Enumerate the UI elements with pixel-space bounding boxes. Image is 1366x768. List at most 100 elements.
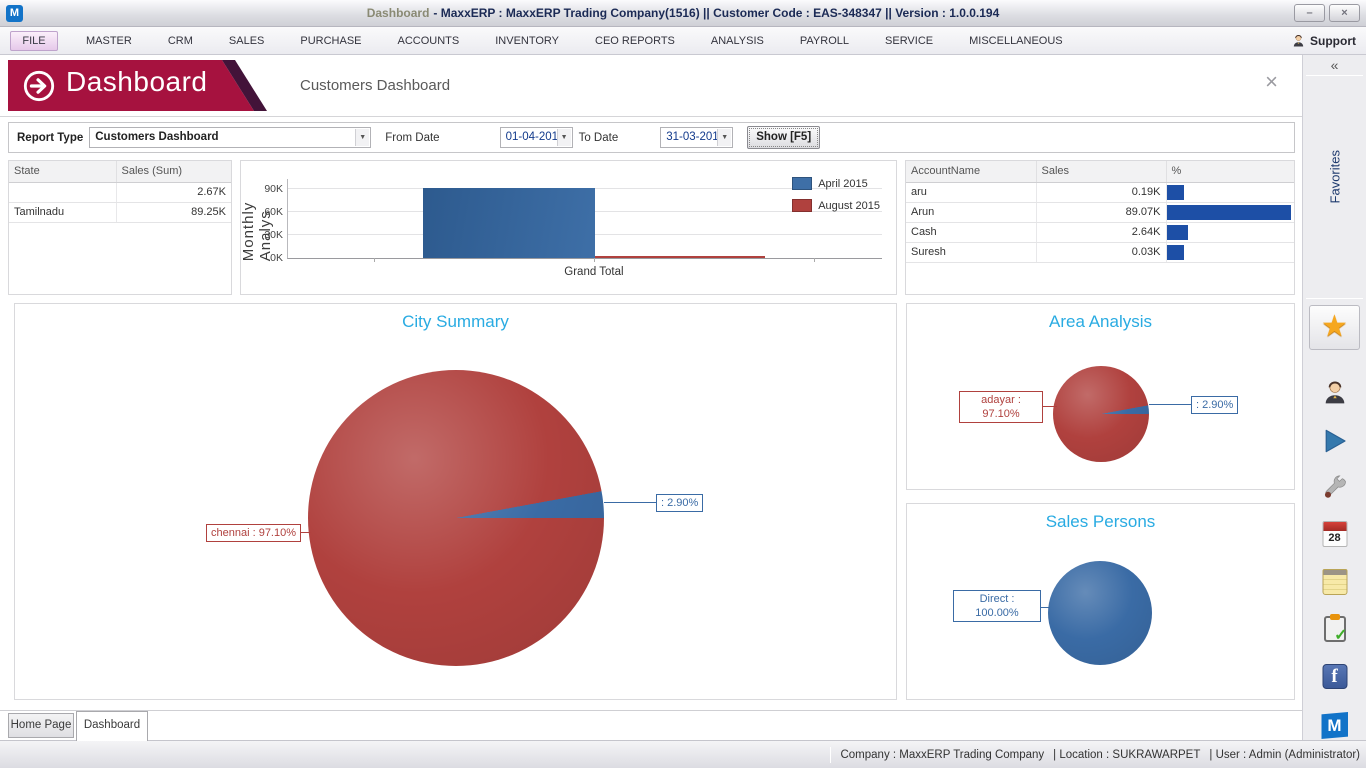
page-title: Dashboard	[66, 66, 208, 97]
y-tick-label: 30K	[264, 229, 283, 242]
percent-bar	[1166, 184, 1184, 200]
sales-persons-pie	[1048, 561, 1152, 665]
column-header-sales-sum[interactable]: Sales (Sum)	[116, 161, 231, 183]
menu-item-crm[interactable]: CRM	[167, 34, 193, 47]
notes-button[interactable]	[1322, 569, 1347, 595]
clipboard-icon: ✓	[1323, 614, 1348, 644]
star-icon: ★	[1321, 310, 1348, 343]
right-sidebar: « Favorites ★	[1302, 55, 1366, 740]
table-row[interactable]: Suresh 0.03K	[906, 242, 1294, 263]
table-row[interactable]: Arun 89.07K	[906, 202, 1294, 223]
chevron-down-icon[interactable]: ▼	[556, 129, 571, 146]
play-button[interactable]	[1320, 426, 1350, 461]
state-sales-panel: State Sales (Sum) 2.67K Tamilnadu 89.25K	[8, 160, 232, 295]
x-tick	[813, 258, 815, 262]
column-header-percent[interactable]: %	[1166, 161, 1294, 183]
pie-callout-direct: Direct : 100.00%	[953, 590, 1041, 622]
calendar-icon: 28	[1322, 521, 1347, 547]
menu-item-payroll[interactable]: PAYROLL	[799, 34, 850, 47]
percent-bar	[1166, 204, 1291, 220]
banner-shape	[8, 60, 254, 111]
support-button[interactable]: Support	[1291, 33, 1356, 48]
callout-line	[1149, 404, 1191, 405]
notepad-icon	[1322, 569, 1347, 595]
person-icon	[1325, 381, 1344, 404]
sales-cell: 0.19K	[1036, 182, 1167, 203]
legend-item: April 2015	[792, 177, 880, 190]
state-sales-table: State Sales (Sum) 2.67K Tamilnadu 89.25K	[9, 161, 231, 223]
menu-item-service[interactable]: SERVICE	[885, 34, 934, 47]
window-title: Dashboard - MaxxERP : MaxxERP Trading Com…	[0, 6, 1366, 20]
calendar-button[interactable]: 28	[1322, 521, 1347, 547]
support-label: Support	[1310, 33, 1356, 48]
bar-chart-plot-area: 0K 30K 60K 90K Grand Total	[264, 179, 882, 278]
app-logo-icon: M	[6, 5, 23, 22]
arrow-circle-icon	[23, 70, 55, 102]
from-date-value: 01-04-2015	[505, 131, 565, 143]
table-row[interactable]: aru 0.19K	[906, 182, 1294, 203]
tab-dashboard[interactable]: Dashboard	[76, 711, 148, 741]
legend-label: April 2015	[818, 177, 868, 190]
menu-item-accounts[interactable]: ACCOUNTS	[397, 34, 460, 47]
callout-line	[1043, 406, 1057, 407]
to-date-label: To Date	[578, 131, 619, 144]
from-date-input[interactable]: 01-04-2015 ▼	[499, 127, 573, 148]
x-category-label: Grand Total	[564, 266, 624, 278]
maxxerp-logo-button[interactable]: M	[1321, 712, 1348, 739]
menu-item-analysis[interactable]: ANALYSIS	[710, 34, 764, 47]
callout-line	[604, 502, 656, 503]
table-row[interactable]: 2.67K	[9, 182, 231, 203]
menu-item-file[interactable]: FILE	[10, 30, 58, 51]
menu-item-inventory[interactable]: INVENTORY	[495, 34, 560, 47]
x-tick	[374, 258, 376, 262]
page-subtitle: Customers Dashboard	[300, 77, 451, 94]
column-header-state[interactable]: State	[9, 161, 117, 183]
menu-item-purchase[interactable]: PURCHASE	[300, 34, 362, 47]
close-button[interactable]: ×	[1329, 4, 1360, 22]
chevron-down-icon[interactable]: ▼	[717, 129, 732, 146]
menu-item-sales[interactable]: SALES	[228, 34, 265, 47]
main-content: Dashboard Customers Dashboard × Report T…	[0, 55, 1302, 741]
calendar-header	[1323, 522, 1346, 531]
tab-home-page[interactable]: Home Page	[8, 713, 74, 738]
sales-cell: 0.03K	[1036, 242, 1167, 263]
to-date-value: 31-03-2016	[666, 131, 726, 143]
report-type-value: Customers Dashboard	[95, 131, 219, 143]
divider	[1306, 75, 1363, 76]
menu-item-miscellaneous[interactable]: MISCELLANEOUS	[969, 34, 1063, 47]
column-header-sales[interactable]: Sales	[1036, 161, 1167, 183]
monthly-analysis-chart-panel: Monthly Analys 0K 30K 60K 90K Grand Tota…	[240, 160, 897, 295]
menu-item-master[interactable]: MASTER	[86, 34, 132, 47]
support-agent-button[interactable]	[1321, 378, 1349, 411]
state-cell: Tamilnadu	[9, 202, 117, 223]
chart-legend: April 2015 August 2015	[792, 177, 880, 221]
status-separator	[830, 746, 832, 763]
area-analysis-pie	[1053, 366, 1149, 462]
chart-title: Sales Persons	[1045, 512, 1156, 531]
chevron-down-icon[interactable]: ▼	[355, 129, 370, 146]
status-company: Company : MaxxERP Trading Company	[840, 748, 1045, 761]
minimize-button[interactable]: –	[1294, 4, 1325, 22]
page-close-icon[interactable]: ×	[1265, 69, 1278, 94]
menu-item-ceo-reports[interactable]: CEO REPORTS	[595, 34, 675, 47]
menu-bar: FILE MASTER CRM SALES PURCHASE ACCOUNTS …	[0, 27, 1366, 55]
report-type-label: Report Type	[17, 131, 84, 144]
tools-button[interactable]	[1321, 474, 1349, 507]
to-date-input[interactable]: 31-03-2016 ▼	[660, 127, 734, 148]
collapse-chevron-icon[interactable]: «	[1330, 57, 1339, 73]
favorites-label[interactable]: Favorites	[1327, 150, 1342, 204]
report-type-dropdown[interactable]: Customers Dashboard ▼	[89, 127, 372, 148]
tasks-button[interactable]: ✓	[1323, 614, 1348, 644]
show-button[interactable]: Show [F5]	[747, 126, 821, 149]
account-cell: Suresh	[906, 242, 1037, 263]
favorites-star-button[interactable]: ★	[1309, 305, 1360, 350]
city-summary-panel: City Summary chennai : 97.10% : 2.90%	[14, 303, 897, 700]
title-bar: M Dashboard - MaxxERP : MaxxERP Trading C…	[0, 0, 1366, 27]
table-row[interactable]: Cash 2.64K	[906, 222, 1294, 243]
table-row[interactable]: Tamilnadu 89.25K	[9, 202, 231, 223]
percent-bar	[1166, 244, 1184, 260]
column-header-accountname[interactable]: AccountName	[906, 161, 1037, 183]
facebook-button[interactable]: f	[1322, 664, 1347, 689]
maxxerp-logo-icon: M	[1321, 712, 1348, 739]
